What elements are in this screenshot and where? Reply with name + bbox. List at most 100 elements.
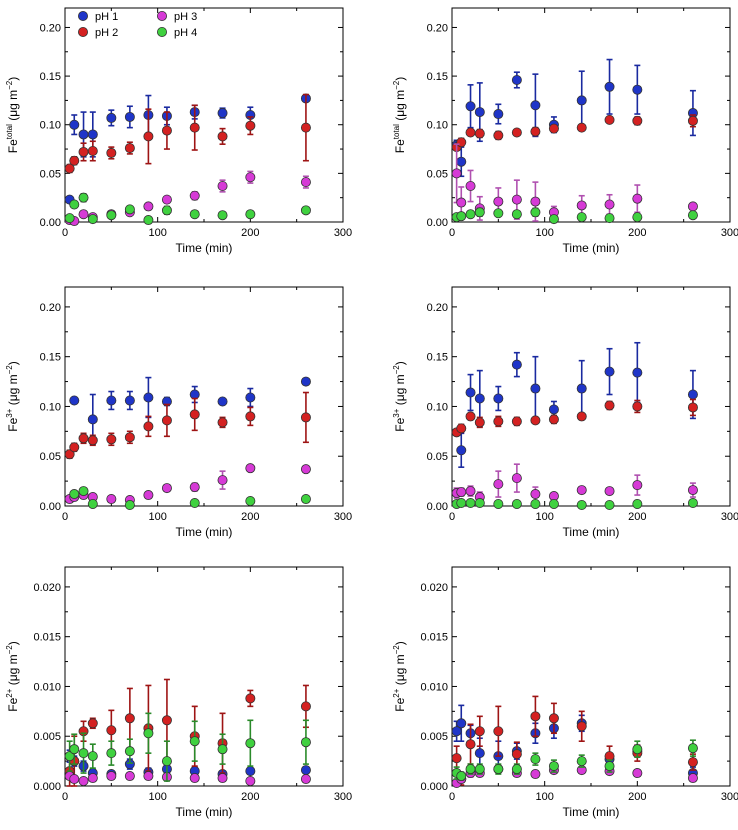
data-point-ph-4: [474, 207, 485, 218]
data-point-ph-4: [64, 213, 75, 224]
data-point-ph-4: [69, 744, 80, 755]
data-point-ph-2: [548, 123, 559, 134]
x-tick-label: 100: [148, 511, 166, 523]
data-point-ph-2: [465, 411, 476, 422]
data-point-ph-4: [245, 738, 256, 749]
series-ph-2: [64, 93, 311, 174]
y-label-unit: (μg m: [6, 90, 20, 124]
y-label-unit: (μg m: [6, 374, 20, 408]
data-point-ph-2: [493, 416, 504, 427]
legend: pH 1 pH 2 pH 3 pH 4: [78, 10, 197, 39]
chart-panel-middle-right: 0 100 200 300 0.00 0.05 0.10 0.15 0.20 Time (min)…: [392, 286, 738, 539]
series-ph-1: [64, 749, 311, 780]
data-point-ph-4: [124, 746, 135, 757]
chart-panel-top-right: 0 100 200 300 0.00 0.05 0.10 0.15 0.20 Time (min)…: [392, 7, 738, 255]
x-tick-label: 100: [535, 511, 553, 523]
data-point-ph-2: [245, 411, 256, 422]
series-ph-3: [64, 771, 311, 787]
data-point-ph-1: [300, 765, 311, 776]
data-point-ph-3: [78, 776, 89, 787]
x-tick-label: 0: [449, 791, 455, 803]
data-point-ph-2: [530, 126, 541, 137]
series-ph-1: [69, 376, 311, 446]
y-label-unit: (μg m: [6, 654, 20, 688]
data-point-ph-4: [604, 761, 615, 772]
data-point-ph-2: [124, 432, 135, 443]
data-point-ph-2: [604, 400, 615, 411]
y-tick-label: 0.15: [40, 352, 61, 364]
y-tick-label: 0.00: [40, 501, 61, 513]
y-tick-label: 0.15: [427, 71, 448, 83]
series-ph-3: [451, 463, 698, 503]
x-tick-label: 300: [334, 791, 352, 803]
data-point-ph-2: [87, 718, 98, 729]
x-axis-label: Time (min): [563, 241, 620, 255]
data-point-ph-3: [632, 768, 643, 779]
data-point-ph-2: [106, 434, 117, 445]
data-point-ph-3: [189, 190, 200, 201]
data-point-ph-1: [87, 414, 98, 425]
data-point-ph-2: [687, 757, 698, 768]
y-label-unit: (μg m: [393, 654, 407, 688]
data-point-ph-2: [300, 412, 311, 423]
y-label-close: ): [393, 77, 407, 81]
y-label-close: ): [6, 361, 20, 365]
data-point-ph-1: [143, 392, 154, 403]
data-point-ph-2: [69, 155, 80, 166]
data-point-ph-4: [69, 199, 80, 210]
y-tick-label: 0.015: [420, 632, 448, 644]
y-tick-label: 0.00: [40, 217, 61, 229]
data-point-ph-1: [687, 389, 698, 400]
y-tick-label: 0.020: [33, 582, 61, 594]
series-ph-3: [64, 463, 311, 506]
x-axis-label: Time (min): [176, 805, 233, 819]
data-point-ph-2: [161, 715, 172, 726]
data-point-ph-4: [300, 737, 311, 748]
data-point-ph-2: [69, 442, 80, 453]
x-tick-label: 200: [241, 791, 259, 803]
data-point-ph-2: [124, 713, 135, 724]
data-point-ph-3: [87, 773, 98, 784]
y-tick-label: 0.005: [420, 731, 448, 743]
data-point-ph-3: [451, 168, 462, 179]
y-tick-label: 0.015: [33, 632, 61, 644]
data-point-ph-1: [474, 107, 485, 118]
y-tick-label: 0.005: [33, 731, 61, 743]
series-ph-2: [451, 398, 698, 438]
data-point-ph-4: [87, 214, 98, 225]
y-tick-label: 0.010: [33, 681, 61, 693]
chart-panel-middle-left: 0 100 200 300 0.00 0.05 0.10 0.15 0.20 Time (min)…: [5, 286, 352, 539]
data-point-ph-4: [511, 499, 522, 510]
data-point-ph-4: [548, 499, 559, 510]
data-point-ph-4: [576, 756, 587, 767]
y-label-base: Fe: [393, 417, 407, 431]
plot-frame: [64, 7, 344, 223]
data-point-ph-1: [511, 74, 522, 85]
y-tick-label: 0.05: [40, 168, 61, 180]
series-ph-1: [64, 93, 311, 205]
data-point-ph-3: [456, 197, 467, 208]
data-point-ph-3: [687, 485, 698, 496]
data-point-ph-4: [474, 498, 485, 509]
x-tick-label: 300: [721, 227, 738, 239]
y-label-unit-sup: −2: [392, 80, 401, 90]
y-tick-label: 0.000: [420, 781, 448, 793]
data-point-ph-1: [456, 718, 467, 729]
data-point-ph-3: [632, 193, 643, 204]
data-point-ph-4: [465, 498, 476, 509]
data-point-ph-1: [474, 748, 485, 759]
legend-marker-ph-4: [156, 26, 167, 37]
series-ph-3: [451, 143, 698, 222]
data-point-ph-4: [530, 499, 541, 510]
data-point-ph-1: [78, 129, 89, 140]
y-tick-label: 0.10: [40, 401, 61, 413]
data-point-ph-4: [493, 499, 504, 510]
data-point-ph-1: [69, 395, 80, 406]
data-point-ph-3: [161, 483, 172, 494]
data-point-ph-3: [106, 771, 117, 782]
data-point-ph-2: [493, 130, 504, 141]
legend-marker-ph-1: [78, 10, 89, 21]
data-point-ph-1: [456, 156, 467, 167]
data-point-ph-1: [124, 111, 135, 122]
data-point-ph-3: [632, 480, 643, 491]
